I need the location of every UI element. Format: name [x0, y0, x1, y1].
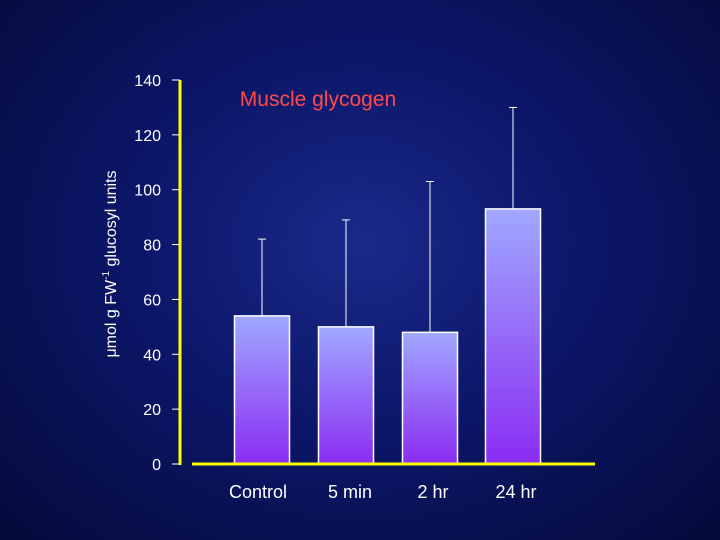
chart-title: Muscle glycogen [240, 88, 396, 111]
y-tick-label: 80 [143, 238, 161, 255]
error-bars [258, 106, 517, 333]
bars [233, 208, 542, 465]
y-tick-label: 120 [134, 128, 161, 145]
bar-2-hr [401, 331, 459, 465]
y-tick-label: 0 [152, 457, 161, 474]
y-tick-label: 40 [143, 347, 161, 364]
y-axis-label-suffix: glucosyl units [103, 170, 120, 271]
x-tick-label: 24 hr [495, 482, 536, 502]
x-tick-label: Control [229, 482, 287, 502]
bar-24-hr [484, 208, 542, 465]
x-tick-label: 2 hr [417, 482, 448, 502]
bar-control [233, 315, 291, 465]
y-axis: 0 20 40 60 80 100 120 140 [134, 73, 182, 474]
category-labels: Control 5 min 2 hr 24 hr [229, 482, 537, 502]
y-tick-label: 140 [134, 73, 161, 90]
y-axis-label-superscript: -1 [101, 271, 112, 280]
y-tick-label: 60 [143, 292, 161, 309]
x-tick-label: 5 min [328, 482, 372, 502]
y-tick-label: 20 [143, 402, 161, 419]
y-tick-label: 100 [134, 183, 161, 200]
bar-5-min [317, 326, 375, 465]
y-axis-label: μmol g FW-1 glucosyl units [101, 170, 120, 357]
y-axis-label-base: μmol g FW [103, 279, 120, 358]
